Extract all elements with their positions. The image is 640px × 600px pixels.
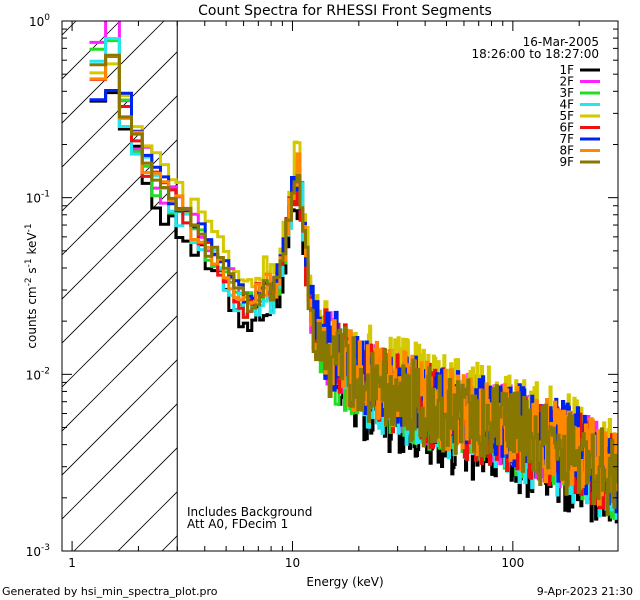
hatch-line xyxy=(62,21,165,124)
y-tick-exp: -3 xyxy=(41,543,50,553)
legend-label-6f: 6F xyxy=(559,121,574,135)
footer-generated-by: Generated by hsi_min_spectra_plot.pro xyxy=(2,585,218,598)
hatch-line xyxy=(62,271,178,388)
legend-label-2f: 2F xyxy=(559,75,574,89)
axis-ticks xyxy=(62,20,619,552)
y-label-part-3: keV xyxy=(25,232,39,259)
y-label-exp-3: -1 xyxy=(24,223,34,232)
y-label-exp-1: -2 xyxy=(24,277,34,286)
legend-label-3f: 3F xyxy=(559,86,574,100)
hatch-line xyxy=(62,95,178,212)
y-tick-exp: -1 xyxy=(41,190,50,200)
hatch-line xyxy=(62,227,178,344)
plot-frame xyxy=(61,20,619,552)
hatch-line xyxy=(62,403,178,520)
y-tick-base: 10 xyxy=(26,545,41,559)
y-tick-label: 10-3 xyxy=(26,543,50,559)
y-label-part-1: counts cm xyxy=(25,286,39,348)
x-axis-label: Energy (keV) xyxy=(306,575,383,589)
legend-label-9f: 9F xyxy=(559,155,574,169)
y-tick-label: 10-2 xyxy=(26,366,50,382)
hatch-line xyxy=(62,183,178,300)
hatch-line xyxy=(62,359,178,476)
y-tick-label: 100 xyxy=(29,13,50,29)
y-tick-exp: -2 xyxy=(41,366,50,376)
legend-label-7f: 7F xyxy=(559,132,574,146)
x-tick-labels: 1 10 100 xyxy=(68,556,524,570)
y-label-exp-2: -1 xyxy=(24,258,34,267)
y-tick-exp: 0 xyxy=(44,13,50,23)
x-tick-label: 1 xyxy=(68,556,76,570)
observation-date: 16-Mar-2005 xyxy=(523,35,599,49)
y-tick-label: 10-1 xyxy=(26,190,50,206)
legend-label-8f: 8F xyxy=(559,144,574,158)
hatch-line xyxy=(62,21,77,36)
y-axis-label: counts cm-2 s-1 keV-1 xyxy=(24,223,39,348)
y-tick-base: 10 xyxy=(29,15,44,29)
y-tick-base: 10 xyxy=(26,368,41,382)
hatch-line xyxy=(73,447,178,551)
x-tick-label: 100 xyxy=(501,556,524,570)
legend-label-1f: 1F xyxy=(559,63,574,77)
y-label-part-2: s xyxy=(25,267,39,277)
series-9f xyxy=(89,53,618,517)
hatch-line xyxy=(62,315,178,432)
legend-label-5f: 5F xyxy=(559,109,574,123)
annotation-background: Includes Background xyxy=(187,505,312,519)
chart-title: Count Spectra for RHESSI Front Segments xyxy=(198,3,492,19)
annotation-attenuator: Att A0, FDecim 1 xyxy=(187,517,288,531)
y-tick-base: 10 xyxy=(26,192,41,206)
series-layer xyxy=(89,21,618,524)
observation-time-range: 18:26:00 to 18:27:00 xyxy=(472,47,599,61)
footer-timestamp: 9-Apr-2023 21:30 xyxy=(537,585,633,598)
x-tick-label: 10 xyxy=(285,556,300,570)
legend-label-4f: 4F xyxy=(559,98,574,112)
